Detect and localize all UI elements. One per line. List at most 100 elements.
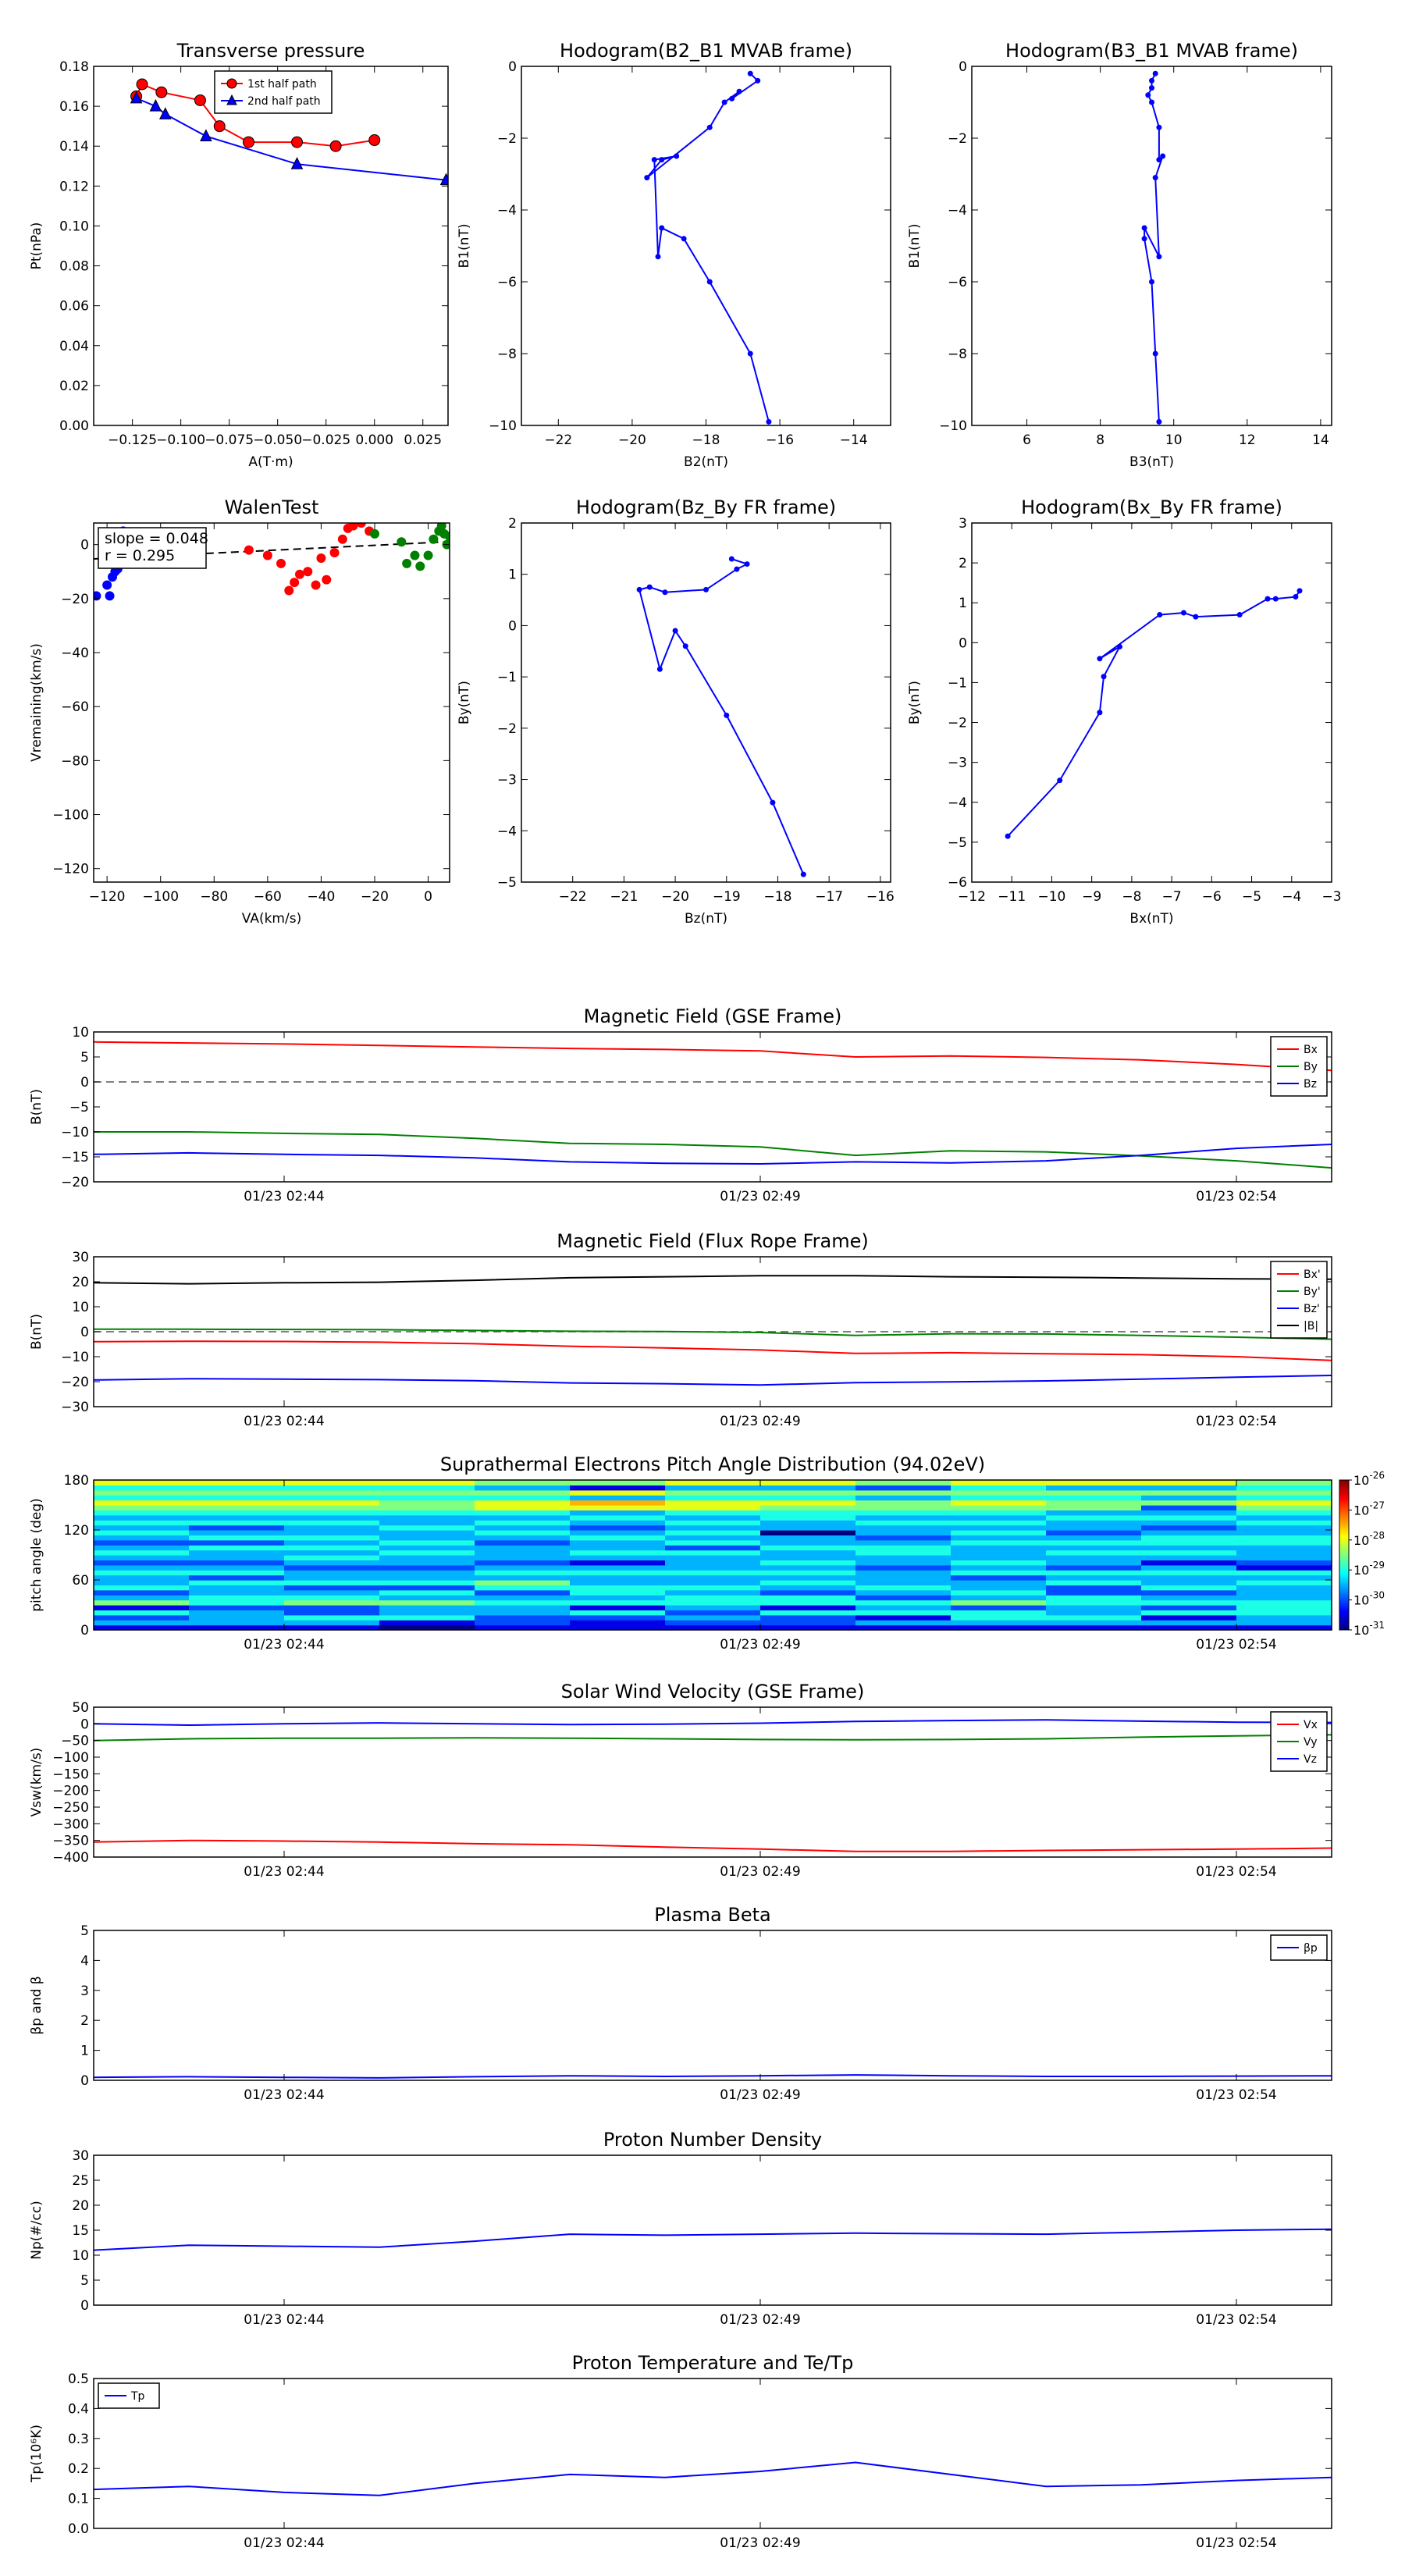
- heatmap-cell: [855, 1624, 951, 1631]
- heatmap-cell: [284, 1564, 380, 1571]
- series-βp: [94, 2074, 1332, 2079]
- data-point: [94, 591, 101, 601]
- y-tick-label: 0.02: [59, 379, 89, 394]
- y-axis-label: B(nT): [29, 1314, 44, 1350]
- y-tick-label: −120: [52, 862, 89, 877]
- x-axis-label: VA(km/s): [242, 911, 301, 927]
- x-tick-label: 01/23 02:49: [720, 2535, 800, 2551]
- legend-label: Vx: [1304, 1719, 1318, 1731]
- series-line: [94, 2461, 1332, 2496]
- heatmap-cell: [951, 1480, 1047, 1485]
- heatmap-cell: [760, 1614, 856, 1621]
- chart-title: Hodogram(Bx_By FR frame): [1021, 496, 1282, 518]
- heatmap-cell: [475, 1520, 571, 1526]
- data-point: [276, 558, 286, 568]
- heatmap-cell: [284, 1550, 380, 1556]
- y-tick-label: 1: [80, 2044, 89, 2059]
- heatmap-cell: [94, 1539, 190, 1546]
- data-point: [1156, 157, 1162, 163]
- heatmap-cell: [855, 1550, 951, 1556]
- y-tick-label: −4: [497, 824, 517, 839]
- heatmap-cell: [951, 1620, 1047, 1626]
- colorbar-tick-label: 10-27: [1353, 1500, 1385, 1517]
- y-tick-label: 5: [80, 2273, 89, 2289]
- heatmap-cell: [855, 1525, 951, 1531]
- heatmap-cell: [189, 1510, 285, 1516]
- data-point: [636, 586, 642, 592]
- heatmap-cell: [1141, 1624, 1237, 1631]
- heatmap-cell: [1046, 1525, 1142, 1531]
- heatmap-cell: [94, 1614, 190, 1621]
- y-tick-label: −15: [61, 1150, 89, 1165]
- data-point: [1156, 124, 1162, 130]
- data-point: [674, 153, 680, 159]
- heatmap-cell: [379, 1595, 475, 1601]
- y-tick-label: 50: [72, 1700, 89, 1716]
- heatmap-cell: [760, 1624, 856, 1631]
- heatmap-cell: [94, 1480, 190, 1485]
- heatmap-cell: [189, 1589, 285, 1596]
- heatmap-cell: [951, 1489, 1047, 1496]
- heatmap-cell: [951, 1580, 1047, 1585]
- annotation-text: slope = 0.048: [105, 530, 208, 547]
- data-point: [1152, 70, 1158, 76]
- heatmap-cell: [189, 1620, 285, 1626]
- heatmap-cell: [1141, 1525, 1237, 1531]
- heatmap-cell: [94, 1505, 190, 1510]
- legend: Vx Vy Vz: [1270, 1711, 1328, 1772]
- heatmap-cell: [475, 1605, 571, 1610]
- heatmap-cell: [284, 1510, 380, 1516]
- heatmap-cell: [1046, 1589, 1142, 1596]
- y-tick-label: 5: [80, 1923, 89, 1939]
- heatmap-cell: [475, 1589, 571, 1596]
- data-point: [329, 548, 340, 558]
- heatmap-cell: [475, 1550, 571, 1556]
- x-tick-label: −0.125: [108, 432, 157, 448]
- heatmap-cell: [570, 1614, 666, 1621]
- legend-box: [214, 70, 333, 114]
- y-tick-label: −8: [948, 347, 967, 362]
- series-Bx': [94, 1340, 1332, 1361]
- heatmap-cell: [1046, 1520, 1142, 1526]
- heatmap-cell: [1141, 1564, 1237, 1571]
- y-tick-label: −2: [948, 131, 967, 147]
- y-tick-label: 0.04: [59, 339, 89, 354]
- heatmap-cell: [1236, 1560, 1332, 1566]
- heatmap-cell: [475, 1595, 571, 1601]
- heatmap-cell: [379, 1550, 475, 1556]
- x-tick-label: −16: [766, 432, 794, 448]
- legend: Bx' By' Bz' |B|: [1270, 1261, 1328, 1339]
- y-tick-label: −5: [948, 835, 967, 851]
- y-tick-label: 0.08: [59, 259, 89, 275]
- heatmap-cell: [379, 1560, 475, 1566]
- heatmap-cell: [665, 1555, 761, 1560]
- y-tick-label: 2: [508, 516, 517, 532]
- heatmap-cell: [1236, 1614, 1332, 1621]
- heatmap-cell: [94, 1489, 190, 1496]
- heatmap-cell: [760, 1480, 856, 1485]
- heatmap-cell: [475, 1555, 571, 1560]
- data-point: [681, 236, 687, 242]
- y-tick-label: 10: [72, 1025, 89, 1041]
- data-point: [329, 140, 342, 152]
- heatmap-cell: [1141, 1585, 1237, 1591]
- heatmap-cell: [189, 1530, 285, 1535]
- data-point: [410, 550, 420, 560]
- y-tick-label: 0.3: [68, 2432, 89, 2447]
- heatmap-cell: [475, 1624, 571, 1631]
- data-point: [436, 523, 446, 531]
- axis-ticks: 01/23 02:44 01/23 02:49 01/23 02:54 0.0 0.1 0…: [68, 2371, 1332, 2551]
- heatmap-cell: [1046, 1530, 1142, 1535]
- heatmap-cell: [1141, 1514, 1237, 1521]
- heatmap-cell: [475, 1489, 571, 1496]
- y-tick-label: 1: [508, 568, 517, 583]
- heatmap-cell: [379, 1620, 475, 1626]
- heatmap-cell: [570, 1589, 666, 1596]
- heatmap-cell: [760, 1620, 856, 1626]
- heatmap-cell: [760, 1489, 856, 1496]
- y-tick-label: 0: [80, 2073, 89, 2089]
- heatmap-cell: [951, 1495, 1047, 1501]
- heatmap-cell: [760, 1495, 856, 1501]
